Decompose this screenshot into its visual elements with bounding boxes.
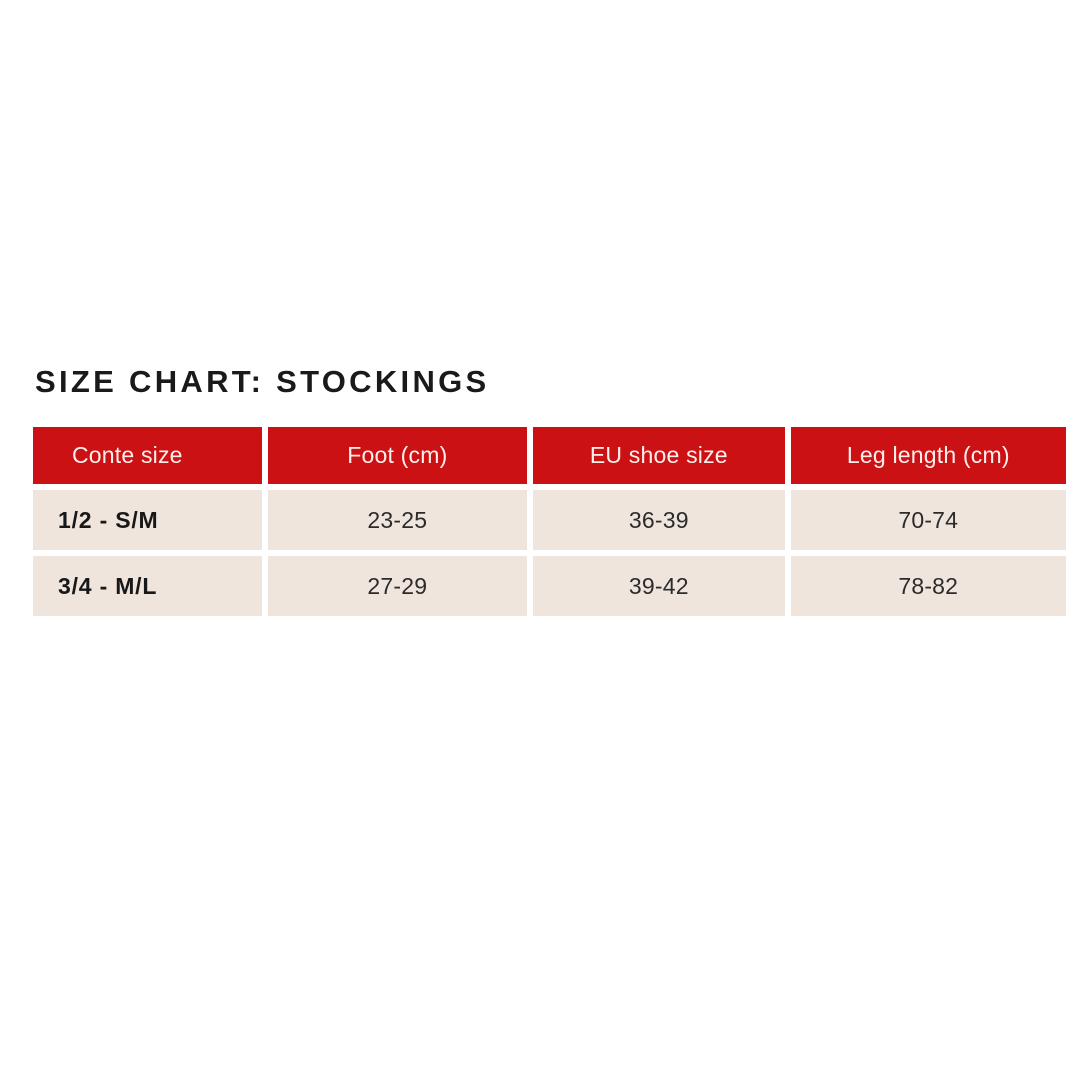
cell-foot: 23-25: [267, 490, 528, 550]
cell-foot: 27-29: [267, 556, 528, 616]
size-chart-panel: SIZE CHART: STOCKINGS Conte size Foot (c…: [33, 366, 1066, 616]
cell-eu-shoe-size: 36-39: [533, 490, 785, 550]
cell-leg-length: 78-82: [790, 556, 1066, 616]
column-header-conte-size: Conte size: [33, 427, 262, 484]
cell-leg-length: 70-74: [790, 490, 1066, 550]
page-title: SIZE CHART: STOCKINGS: [35, 364, 490, 399]
size-chart-table: Conte size Foot (cm) EU shoe size Leg le…: [33, 427, 1066, 616]
column-header-eu-shoe-size: EU shoe size: [533, 427, 785, 484]
column-header-leg-length: Leg length (cm): [790, 427, 1066, 484]
cell-eu-shoe-size: 39-42: [533, 556, 785, 616]
column-header-foot: Foot (cm): [267, 427, 528, 484]
table-header-row: Conte size Foot (cm) EU shoe size Leg le…: [33, 427, 1066, 484]
cell-conte-size: 3/4 - M/L: [33, 556, 262, 616]
table-row: 1/2 - S/M 23-25 36-39 70-74: [33, 490, 1066, 550]
table-row: 3/4 - M/L 27-29 39-42 78-82: [33, 556, 1066, 616]
cell-conte-size: 1/2 - S/M: [33, 490, 262, 550]
